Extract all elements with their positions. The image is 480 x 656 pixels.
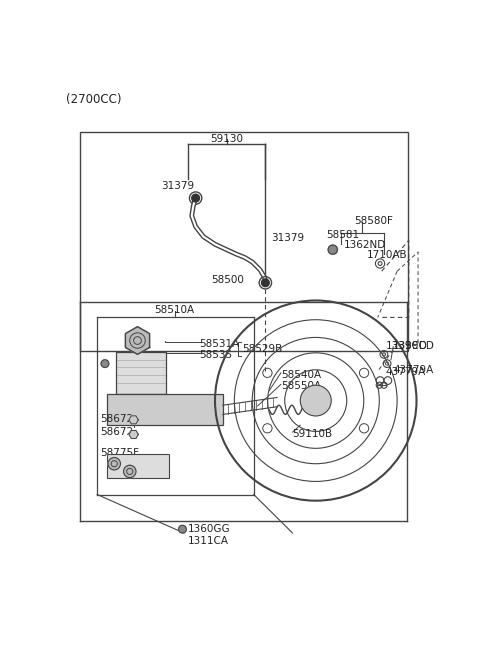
Circle shape bbox=[300, 385, 331, 416]
Polygon shape bbox=[129, 416, 138, 424]
Text: 58510A: 58510A bbox=[155, 305, 195, 315]
Circle shape bbox=[179, 525, 186, 533]
Text: 31379: 31379 bbox=[161, 181, 194, 191]
Text: 58550A: 58550A bbox=[281, 381, 321, 392]
Text: 1710AB: 1710AB bbox=[367, 250, 408, 260]
Text: 58540A: 58540A bbox=[281, 370, 321, 380]
Text: 59110B: 59110B bbox=[292, 429, 333, 439]
Text: 43779A: 43779A bbox=[385, 367, 426, 377]
Text: 58500: 58500 bbox=[211, 275, 244, 285]
Text: (2700CC): (2700CC) bbox=[66, 92, 122, 106]
Circle shape bbox=[108, 458, 120, 470]
Text: 1311CA: 1311CA bbox=[188, 536, 229, 546]
Text: 58672: 58672 bbox=[100, 414, 133, 424]
Text: 1339CD: 1339CD bbox=[393, 340, 435, 350]
Circle shape bbox=[192, 194, 200, 202]
Text: 58672: 58672 bbox=[100, 427, 133, 437]
Text: 58535: 58535 bbox=[200, 350, 233, 359]
Text: 58529B: 58529B bbox=[242, 344, 282, 354]
Circle shape bbox=[262, 279, 269, 287]
Bar bbox=[81, 132, 408, 352]
Circle shape bbox=[101, 359, 109, 367]
Text: 59130: 59130 bbox=[210, 134, 243, 144]
Text: 31379: 31379 bbox=[271, 233, 304, 243]
Circle shape bbox=[123, 465, 136, 478]
Bar bbox=[107, 394, 223, 425]
Text: 1362ND: 1362ND bbox=[344, 240, 386, 251]
Text: 1360GG: 1360GG bbox=[188, 523, 230, 534]
Polygon shape bbox=[129, 430, 138, 438]
Polygon shape bbox=[125, 327, 150, 354]
Bar bbox=[107, 455, 168, 478]
Text: 43779A: 43779A bbox=[393, 365, 433, 375]
Circle shape bbox=[328, 245, 337, 255]
Text: 1339CD: 1339CD bbox=[385, 340, 427, 350]
Text: 58531A: 58531A bbox=[200, 339, 240, 349]
Text: 58581: 58581 bbox=[326, 230, 359, 239]
Text: 58775F: 58775F bbox=[100, 448, 139, 459]
Text: 58580F: 58580F bbox=[355, 216, 394, 226]
Bar bbox=[116, 352, 166, 394]
